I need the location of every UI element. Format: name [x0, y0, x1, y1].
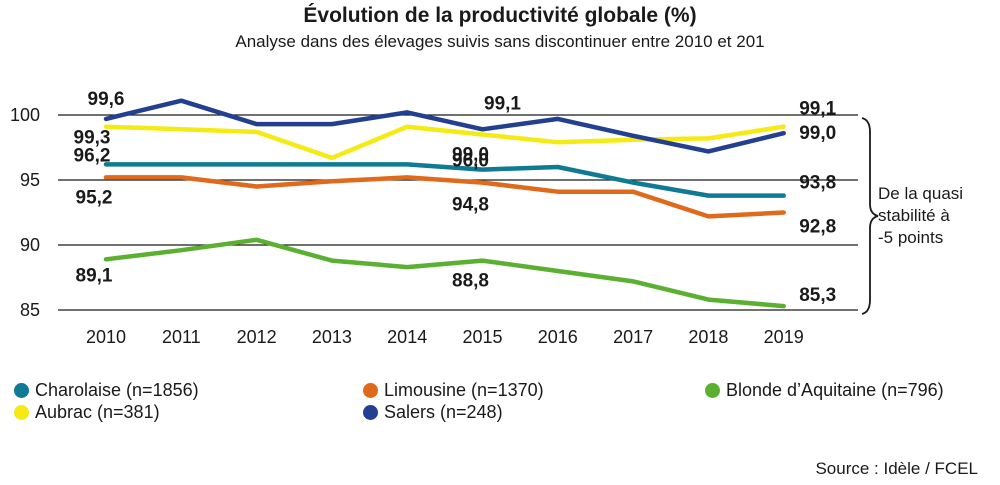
y-tick-label: 85 — [20, 300, 40, 320]
brace-annotation: De la quasi stabilité à -5 points — [878, 183, 963, 249]
data-label: 95,2 — [76, 187, 113, 208]
bracket-icon — [861, 117, 879, 315]
x-tick-label: 2011 — [162, 327, 201, 347]
data-label: 89,1 — [76, 265, 113, 286]
legend-item-limousine: Limousine (n=1370) — [363, 380, 544, 401]
data-label: 99,6 — [88, 89, 125, 110]
data-label: 96,2 — [74, 145, 111, 166]
annotation-line-1: De la quasi — [878, 184, 964, 203]
x-tick-label: 2010 — [86, 327, 126, 347]
chart-title: Évolution de la productivité globale (%) — [303, 4, 697, 27]
y-tick-label: 100 — [10, 105, 40, 125]
legend-label: Charolaise (n=1856) — [35, 380, 199, 400]
data-label: 85,3 — [799, 285, 836, 306]
data-label: 99,1 — [799, 99, 836, 120]
x-tick-label: 2017 — [613, 327, 653, 347]
y-tick-label: 95 — [20, 170, 40, 190]
data-label: 99,3 — [74, 128, 111, 149]
x-tick-label: 2013 — [312, 327, 352, 347]
x-tick-label: 2016 — [538, 327, 578, 347]
legend-item-aubrac: Aubrac (n=381) — [14, 402, 160, 423]
legend-item-blonde-aquitaine: Blonde d’Aquitaine (n=796) — [705, 380, 944, 401]
data-label: 96,0 — [452, 151, 489, 172]
annotation-line-2: stabilité à — [878, 206, 950, 225]
legend-swatch — [363, 405, 378, 420]
chart-subtitle: Analyse dans des élevages suivis sans di… — [235, 32, 765, 51]
legend-swatch — [14, 383, 29, 398]
series-line-2 — [103, 175, 786, 219]
data-label: 92,8 — [799, 217, 836, 238]
data-label: 99,0 — [799, 123, 836, 144]
legend-swatch — [363, 383, 378, 398]
legend-label: Limousine (n=1370) — [384, 380, 544, 400]
source-note: Source : Idèle / FCEL — [815, 459, 978, 478]
legend-swatch — [705, 383, 720, 398]
legend-item-charolaise: Charolaise (n=1856) — [14, 380, 199, 401]
series-line-3 — [103, 237, 786, 309]
x-tick-label: 2012 — [237, 327, 277, 347]
legend-label: Blonde d’Aquitaine (n=796) — [726, 380, 944, 400]
data-label: 99,0 — [452, 145, 489, 166]
x-tick-label: 2015 — [462, 327, 502, 347]
x-tick-label: 2014 — [387, 327, 427, 347]
data-label: 93,8 — [799, 173, 836, 194]
series-line-1 — [103, 162, 786, 198]
series-line-5 — [103, 98, 786, 154]
data-label: 94,8 — [452, 195, 489, 216]
annotation-line-3: -5 points — [878, 228, 944, 247]
legend-item-salers: Salers (n=248) — [363, 402, 503, 423]
data-label: 99,1 — [484, 93, 521, 114]
legend-label: Salers (n=248) — [384, 402, 503, 422]
legend-label: Aubrac (n=381) — [35, 402, 160, 422]
legend-swatch — [14, 405, 29, 420]
series-line-4 — [103, 124, 786, 161]
x-tick-label: 2018 — [688, 327, 728, 347]
x-tick-label: 2019 — [764, 327, 804, 347]
y-tick-label: 90 — [20, 235, 40, 255]
data-label: 88,8 — [452, 271, 489, 292]
